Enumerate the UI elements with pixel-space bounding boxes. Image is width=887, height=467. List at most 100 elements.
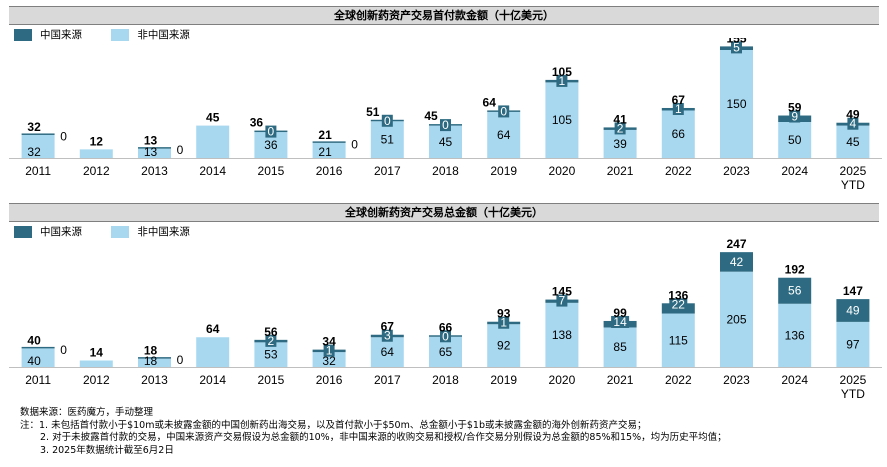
x-tick-label: 2013 xyxy=(141,164,168,178)
note-2: 2. 对于未披露首付款的交易，中国来源资产交易假设为总金额的10%，非中国来源的… xyxy=(40,432,727,444)
data-label-total: 105 xyxy=(552,65,572,79)
data-label-non-china: 45 xyxy=(846,135,860,149)
data-label-non-china: 45 xyxy=(439,135,453,149)
data-label-total: 13 xyxy=(144,134,158,148)
data-label-china-group: 0 xyxy=(177,353,184,367)
data-label-china-box xyxy=(556,74,568,87)
data-label-china-box xyxy=(381,329,393,342)
data-label-china-group: 1 xyxy=(498,316,510,330)
x-tick-label: 2017 xyxy=(374,164,401,178)
data-label-non-china: 136 xyxy=(785,328,805,342)
chart1-legend: 中国来源 非中国来源 xyxy=(14,28,216,42)
data-label-total: 18 xyxy=(144,344,158,358)
bar-non-china xyxy=(138,358,171,367)
x-tick-label: 2024 xyxy=(781,373,808,387)
x-tick-label: 2018 xyxy=(432,373,459,387)
notes: 数据来源：医药魔方，手动整理 注：1. 未包括首付款小于$10m或未披露金额的中… xyxy=(20,407,727,457)
data-label-non-china: 105 xyxy=(552,113,572,127)
data-label-china-group: 0 xyxy=(498,104,510,118)
x-tick-label: 2019 xyxy=(490,164,517,178)
data-label-total: 56 xyxy=(264,325,278,339)
data-label-total: 93 xyxy=(497,307,511,321)
data-label-china-box xyxy=(672,102,684,115)
legend-item-china: 中国来源 xyxy=(14,225,82,239)
data-label-total: 136 xyxy=(668,288,688,302)
data-label-china-box xyxy=(669,298,688,311)
data-label-non-china: 13 xyxy=(144,145,158,159)
data-label-china: 3 xyxy=(384,329,391,343)
legend-label-non-china: 非中国来源 xyxy=(137,29,190,41)
data-label-total: 40 xyxy=(27,333,41,347)
data-label-non-china: 138 xyxy=(552,328,572,342)
note-source: 数据来源：医药魔方，手动整理 xyxy=(20,407,154,418)
data-label-non-china: 65 xyxy=(439,345,453,359)
bar-non-china xyxy=(661,110,695,158)
data-label-china: 56 xyxy=(788,284,802,298)
data-label-total: 12 xyxy=(90,134,104,148)
x-tick-label: 2018 xyxy=(432,164,459,178)
data-label-china-group: 49 xyxy=(843,304,862,318)
x-tick-label: 2021 xyxy=(607,164,634,178)
data-label-total: 192 xyxy=(785,263,805,277)
bar-non-china xyxy=(196,337,230,367)
x-tick-label: 2016 xyxy=(316,164,343,178)
x-tick-label: 2025 xyxy=(840,164,867,178)
data-label-china-group: 56 xyxy=(785,284,804,298)
data-label-total: 64 xyxy=(206,322,220,336)
data-label-total: 59 xyxy=(788,101,802,115)
x-tick-label: 2012 xyxy=(83,164,110,178)
data-label-china: 22 xyxy=(672,297,686,311)
x-tick-label: 2014 xyxy=(199,164,226,178)
bar-china xyxy=(312,141,346,143)
data-label-total: 147 xyxy=(843,284,863,298)
bar-non-china xyxy=(370,337,404,367)
bar-non-china xyxy=(138,148,171,158)
chart1-title: 全球创新药资产交易首付款金额（十亿美元） xyxy=(9,6,879,25)
data-label-china: 0 xyxy=(351,137,358,151)
data-label-total: 67 xyxy=(381,320,395,334)
data-label-china-box xyxy=(498,316,510,329)
data-label-non-china: 36 xyxy=(264,138,278,152)
data-label-china: 0 xyxy=(268,125,275,139)
x-tick-label: YTD xyxy=(841,387,865,401)
data-label-non-china: 53 xyxy=(264,348,278,362)
data-label-china-group: 1 xyxy=(556,74,568,88)
data-label-china: 2 xyxy=(268,334,275,348)
x-tick-label: 2015 xyxy=(258,164,285,178)
bar-non-china xyxy=(661,313,695,367)
legend-label-china: 中国来源 xyxy=(40,29,82,41)
x-tick-label: 2014 xyxy=(199,373,226,387)
data-label-non-china: 39 xyxy=(613,137,627,151)
data-label-china-box xyxy=(785,284,804,297)
data-label-china: 7 xyxy=(559,294,566,308)
data-label-china-group: 0 xyxy=(60,129,67,143)
data-label-total: 64 xyxy=(483,95,497,109)
x-tick-label: 2023 xyxy=(723,164,750,178)
data-label-china-group: 4 xyxy=(847,117,859,131)
data-label-china-group: 0 xyxy=(265,125,277,139)
data-label-total: 32 xyxy=(27,120,41,134)
data-label-china-box xyxy=(847,117,859,130)
chart2-title: 全球创新药资产交易总金额（十亿美元） xyxy=(9,203,879,222)
bar-non-china xyxy=(21,348,55,367)
data-label-china-group: 0 xyxy=(440,118,451,132)
x-tick-label: 2022 xyxy=(665,164,692,178)
data-label-china: 1 xyxy=(326,344,333,358)
bar-non-china xyxy=(720,271,753,367)
data-label-china-box xyxy=(440,119,451,132)
data-label-total: 51 xyxy=(366,105,380,119)
data-label-china: 9 xyxy=(791,110,798,124)
bar-non-china xyxy=(312,352,346,367)
data-label-china: 0 xyxy=(60,343,67,357)
legend-item-non-china: 非中国来源 xyxy=(111,225,190,239)
x-tick-label: 2015 xyxy=(258,373,285,387)
bar-non-china xyxy=(312,142,346,158)
note-3: 3. 2025年数据统计截至6月2日 xyxy=(40,444,174,456)
data-label-non-china: 66 xyxy=(672,127,686,141)
x-tick-label: 2011 xyxy=(25,164,51,178)
data-label-china: 1 xyxy=(675,102,682,116)
data-label-china-group: 1 xyxy=(672,102,684,116)
bar-non-china xyxy=(778,122,812,158)
data-label-china: 2 xyxy=(617,121,624,135)
